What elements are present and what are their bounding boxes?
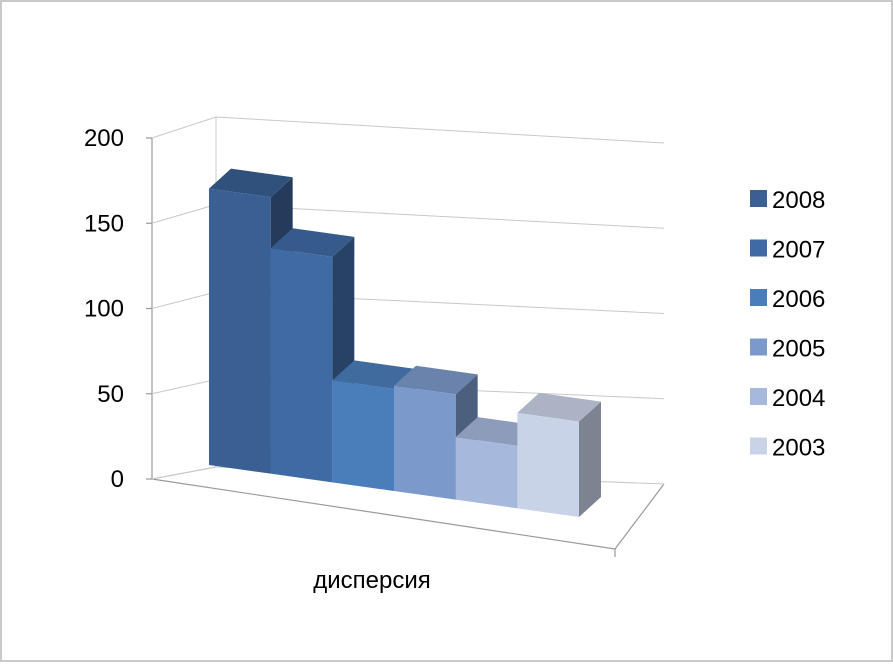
legend-label: 2006 [772,286,825,313]
legend-swatch [750,190,767,207]
bar-front [270,248,333,483]
bar-2007 [270,228,355,483]
legend-label: 2005 [772,336,825,363]
x-axis-labels: дисперсия [313,567,431,594]
y-tick-label: 150 [84,210,124,237]
bar-2003 [517,392,601,517]
y-tick-label: 50 [97,381,124,408]
x-axis-line [151,478,616,550]
legend-swatch [750,239,767,257]
legend-item-2004: 2004 [750,385,825,412]
legend-label: 2008 [772,187,825,214]
legend-item-2008: 2008 [750,187,825,214]
legend-swatch [750,338,767,356]
gridline-side [151,379,217,395]
y-tick-label: 100 [84,296,124,323]
bar-front [517,412,579,517]
legend-swatch [750,388,767,405]
gridline [215,116,665,144]
legend-item-2006: 2006 [750,286,825,313]
bars [209,168,601,517]
legend: 2008 2007 2006 2005 2004 2003 [750,187,825,462]
legend-swatch [750,437,767,455]
bar-front [209,188,271,474]
y-tick-label: 0 [111,466,124,493]
y-tick-label: 200 [84,125,124,152]
legend-label: 2007 [772,237,825,264]
y-axis-ticks: 0 50 100 150 200 [84,125,152,493]
x-category-label: дисперсия [313,567,431,594]
bar-front [455,437,518,509]
bar-top [332,360,416,389]
bar-top [394,365,478,395]
gridline-side [151,116,217,139]
gridline-side [151,466,217,480]
legend-item-2003: 2003 [750,435,825,462]
bar-top [209,168,293,198]
bar-top [270,228,355,257]
legend-swatch [750,289,767,306]
legend-label: 2003 [772,435,825,462]
gridline-side [151,291,217,309]
bar-front [332,380,394,491]
legend-label: 2004 [772,385,825,412]
bar-front [394,385,456,500]
floor-right-edge [614,483,665,550]
bar-side [579,401,601,517]
bar-top [517,392,601,422]
legend-item-2005: 2005 [750,336,825,363]
legend-item-2007: 2007 [750,237,825,264]
gridline-side [151,204,217,224]
